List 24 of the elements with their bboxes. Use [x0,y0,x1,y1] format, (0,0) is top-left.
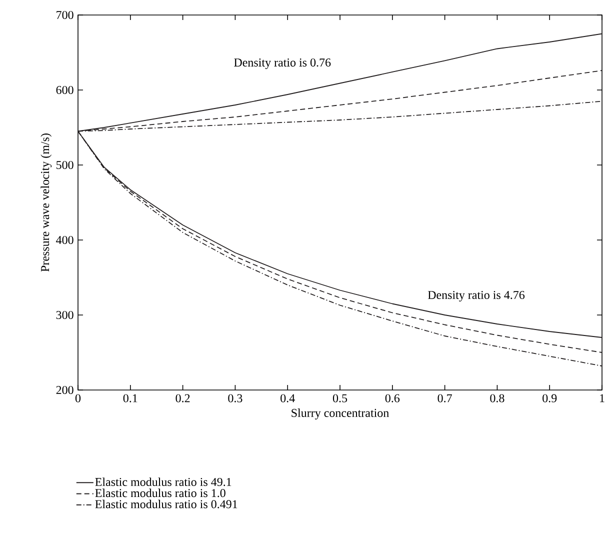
x-tick-label: 0 [75,394,81,402]
legend-label: Elastic modulus ratio is 49.1 [95,478,232,486]
x-tick-label: 0.8 [490,394,504,402]
x-tick-label: 0.5 [332,394,348,402]
y-tick-label: 500 [56,160,74,170]
y-tick-label: 400 [56,236,74,244]
x-axis-title: Slurry concentration [292,408,389,420]
y-axis-title: Pressure wave velocity (m/s) [40,134,52,272]
y-tick-label: 200 [56,386,74,394]
x-tick-label: 0.3 [228,394,242,402]
x-tick-label: 0.9 [542,394,557,402]
annotation: Density ratio is 0.76 [234,58,331,70]
legend-label: Elastic modulus ratio is 1.0 [95,488,226,498]
x-tick-label: 0.4 [280,394,295,402]
y-tick-label: 300 [56,310,74,320]
annotation: Density ratio is 4.76 [428,290,525,302]
x-tick-label: 0.7 [438,394,452,402]
legend-label: Elastic modulus ratio is 0.491 [95,500,238,508]
x-tick-label: 0.2 [176,394,190,402]
y-tick-label: 600 [56,86,74,94]
x-tick-label: 0.1 [123,394,138,402]
x-tick-label: 1 [600,394,604,402]
y-tick-label: 700 [56,10,74,20]
x-tick-label: 0.6 [385,394,400,402]
